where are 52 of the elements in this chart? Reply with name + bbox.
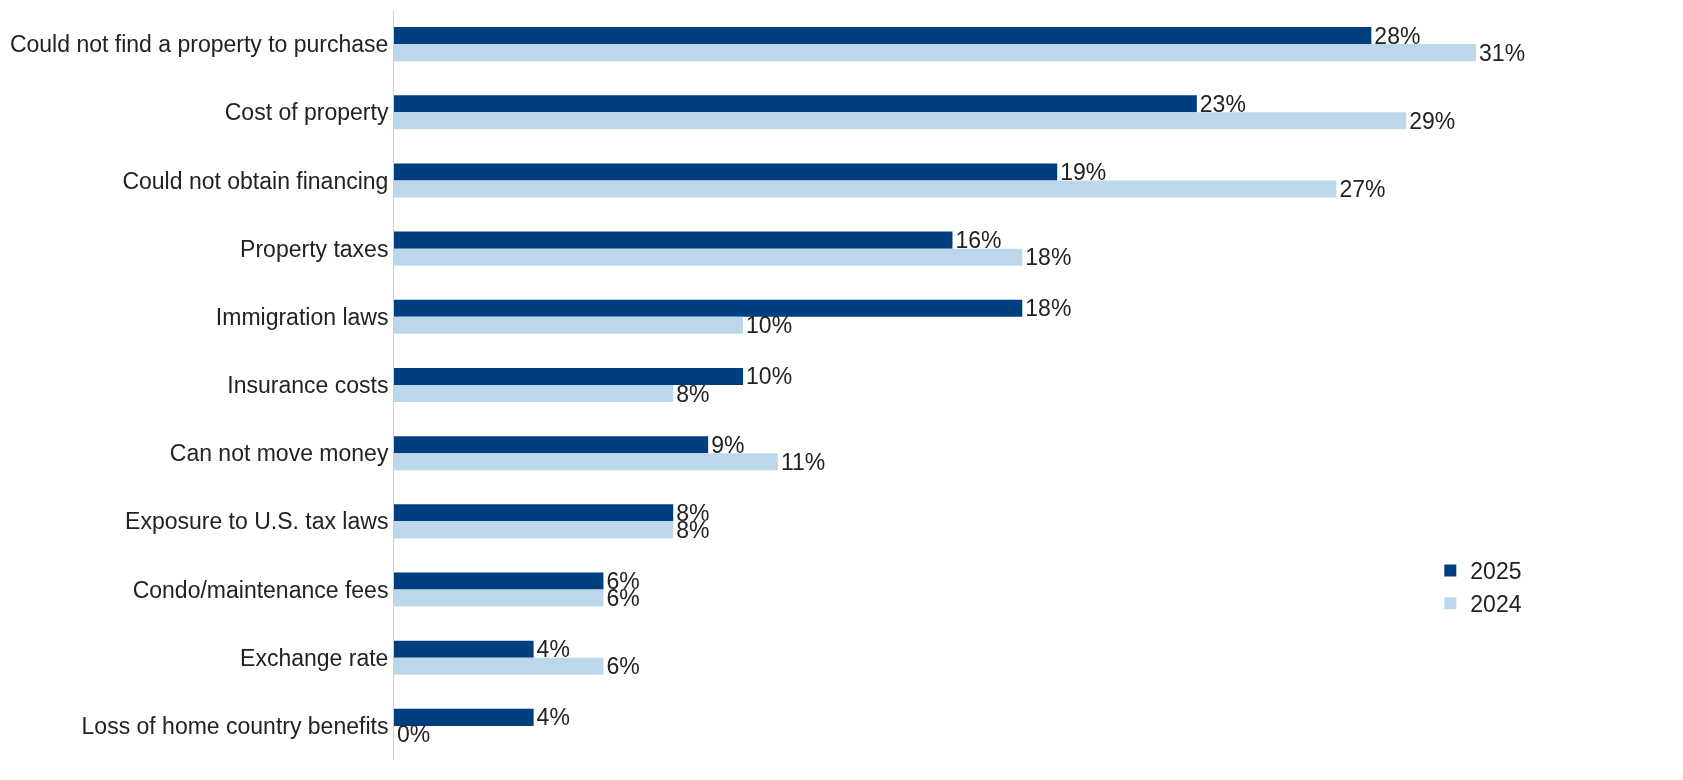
data-label: 4% bbox=[536, 636, 570, 663]
y-tick-label: Immigration laws bbox=[215, 303, 389, 330]
bar bbox=[394, 453, 778, 471]
y-tick-label: Insurance costs bbox=[227, 372, 389, 399]
bar bbox=[394, 708, 534, 726]
bar bbox=[394, 180, 1337, 198]
bar bbox=[394, 163, 1058, 181]
y-tick-label: Exchange rate bbox=[240, 644, 389, 671]
data-label: 18% bbox=[1025, 244, 1072, 271]
data-label: 10% bbox=[746, 312, 793, 339]
y-tick-label: Loss of home country benefits bbox=[81, 712, 389, 739]
data-label: 27% bbox=[1339, 175, 1386, 202]
bar bbox=[394, 248, 1023, 266]
data-label: 4% bbox=[536, 704, 570, 731]
legend-label: 2025 bbox=[1470, 558, 1522, 585]
bar bbox=[394, 572, 604, 590]
data-label: 10% bbox=[746, 363, 793, 390]
data-label: 29% bbox=[1409, 107, 1456, 134]
bar bbox=[394, 385, 674, 403]
bar bbox=[394, 95, 1197, 113]
data-label: 8% bbox=[676, 380, 710, 407]
data-label: 19% bbox=[1060, 158, 1107, 185]
bar bbox=[394, 640, 534, 658]
bar bbox=[394, 299, 1023, 317]
data-label: 28% bbox=[1374, 22, 1421, 49]
bar bbox=[394, 316, 744, 334]
y-tick-label: Exposure to U.S. tax laws bbox=[125, 508, 389, 535]
bar bbox=[394, 589, 604, 607]
data-label: 6% bbox=[606, 653, 640, 680]
bar bbox=[394, 231, 953, 249]
bar bbox=[394, 27, 1372, 45]
bar bbox=[394, 521, 674, 539]
bar bbox=[394, 504, 674, 522]
y-tick-label: Could not find a property to purchase bbox=[9, 31, 389, 58]
y-tick-label: Can not move money bbox=[169, 440, 389, 467]
data-label: 31% bbox=[1479, 39, 1526, 66]
data-label: 23% bbox=[1199, 90, 1246, 117]
legend-label: 2024 bbox=[1470, 591, 1522, 618]
bar bbox=[394, 657, 604, 675]
y-tick-label: Could not obtain financing bbox=[122, 167, 389, 194]
bar bbox=[394, 44, 1477, 62]
bar bbox=[394, 367, 744, 385]
y-tick-label: Property taxes bbox=[240, 235, 389, 262]
y-tick-label: Cost of property bbox=[224, 99, 389, 126]
bar bbox=[394, 112, 1407, 130]
data-label: 16% bbox=[955, 227, 1002, 254]
data-label: 9% bbox=[711, 431, 745, 458]
y-tick-label: Condo/maintenance fees bbox=[132, 576, 389, 603]
data-label: 0% bbox=[397, 721, 431, 748]
bar bbox=[394, 436, 709, 454]
data-label: 11% bbox=[780, 448, 826, 475]
data-label: 18% bbox=[1025, 295, 1072, 322]
